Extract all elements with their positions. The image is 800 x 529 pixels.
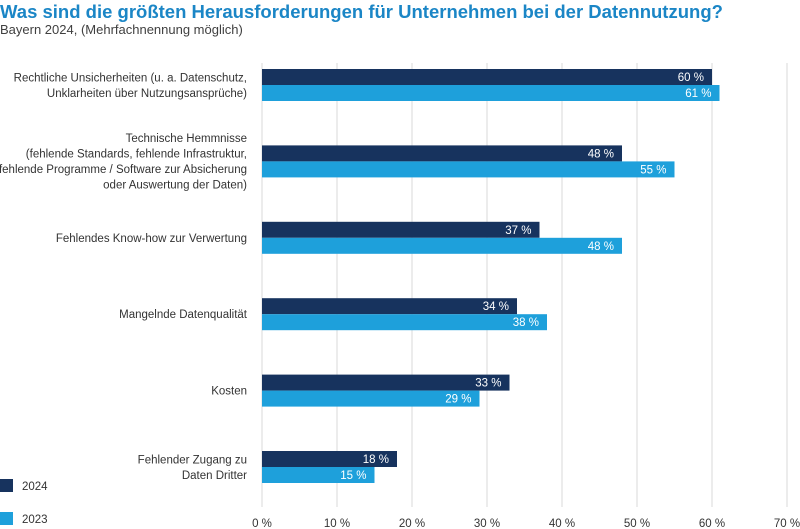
data-label-2023: 38 % (513, 317, 539, 329)
category-label-line: (fehlende Standards, fehlende Infrastruk… (26, 149, 247, 161)
data-label-2024: 18 % (363, 454, 389, 466)
category-label-line: Rechtliche Unsicherheiten (u. a. Datensc… (14, 72, 247, 84)
bar-2024 (262, 221, 540, 238)
category-label: Fehlendes Know-how zur Verwertung (56, 233, 247, 245)
category-label: Kosten (211, 386, 247, 398)
category-label-line: fehlende Programme / Software zur Absich… (0, 164, 247, 176)
chart-title: Was sind die größten Herausforderungen f… (0, 1, 723, 22)
x-tick-label: 60 % (699, 518, 725, 529)
data-label-2023: 29 % (445, 394, 471, 406)
bar-2024 (262, 374, 510, 391)
legend: 2024 2023 (0, 479, 48, 526)
chart-subtitle: Bayern 2024, (Mehrfachnennung möglich) (0, 22, 243, 37)
bar-2023 (262, 161, 675, 178)
data-label-2023: 55 % (640, 164, 666, 176)
category-label-line: Technische Hemmnisse (126, 133, 247, 145)
legend-label-2024: 2024 (22, 481, 48, 493)
category-label-line: Daten Dritter (182, 470, 247, 482)
legend-swatch-2023 (0, 512, 13, 525)
category-label: Mangelnde Datenqualität (119, 309, 248, 321)
data-label-2023: 61 % (685, 88, 711, 100)
data-label-2024: 37 % (505, 225, 531, 237)
legend-label-2023: 2023 (22, 514, 48, 526)
x-tick-label: 30 % (474, 518, 500, 529)
bar-2023 (262, 85, 720, 101)
category-label: Rechtliche Unsicherheiten (u. a. Datensc… (14, 72, 247, 100)
category-label-line: oder Auswertung der Daten) (103, 180, 247, 192)
x-tick-label: 20 % (399, 518, 425, 529)
category-label-line: Fehlender Zugang zu (138, 454, 247, 466)
bar-2024 (262, 69, 712, 85)
bar-2023 (262, 390, 480, 407)
category-labels: Rechtliche Unsicherheiten (u. a. Datensc… (0, 72, 248, 482)
bars: 60 % 61 % 48 % 55 % 37 % 48 % 34 % 38 % 33 % 29 %… (262, 69, 720, 483)
bar-2023 (262, 467, 375, 483)
x-tick-label: 70 % (774, 518, 800, 529)
legend-swatch-2024 (0, 479, 13, 492)
data-label-2024: 34 % (483, 301, 509, 313)
data-label-2023: 48 % (588, 241, 614, 253)
x-tick-label: 50 % (624, 518, 650, 529)
x-tick-label: 10 % (324, 518, 350, 529)
category-label-line: Mangelnde Datenqualität (119, 309, 248, 321)
x-tick-label: 0 % (252, 518, 272, 529)
category-label: Technische Hemmnisse (fehlende Standards,… (0, 133, 247, 192)
x-tick-label: 40 % (549, 518, 575, 529)
category-label: Fehlender Zugang zu Daten Dritter (138, 454, 247, 482)
data-label-2024: 48 % (588, 148, 614, 160)
bar-2023 (262, 237, 622, 254)
bar-2024 (262, 451, 397, 467)
category-label-line: Kosten (211, 386, 247, 398)
data-label-2023: 15 % (340, 470, 366, 482)
bar-2024 (262, 298, 517, 315)
category-label-line: Fehlendes Know-how zur Verwertung (56, 233, 247, 245)
bar-2024 (262, 145, 622, 162)
bar-2023 (262, 314, 547, 331)
category-label-line: Unklarheiten über Nutzungsansprüche) (47, 88, 247, 100)
data-label-2024: 33 % (475, 378, 501, 390)
x-axis-ticks: 0 % 10 % 20 % 30 % 40 % 50 % 60 % 70 % (252, 518, 800, 529)
data-label-2024: 60 % (678, 72, 704, 84)
grid-lines (261, 63, 788, 507)
